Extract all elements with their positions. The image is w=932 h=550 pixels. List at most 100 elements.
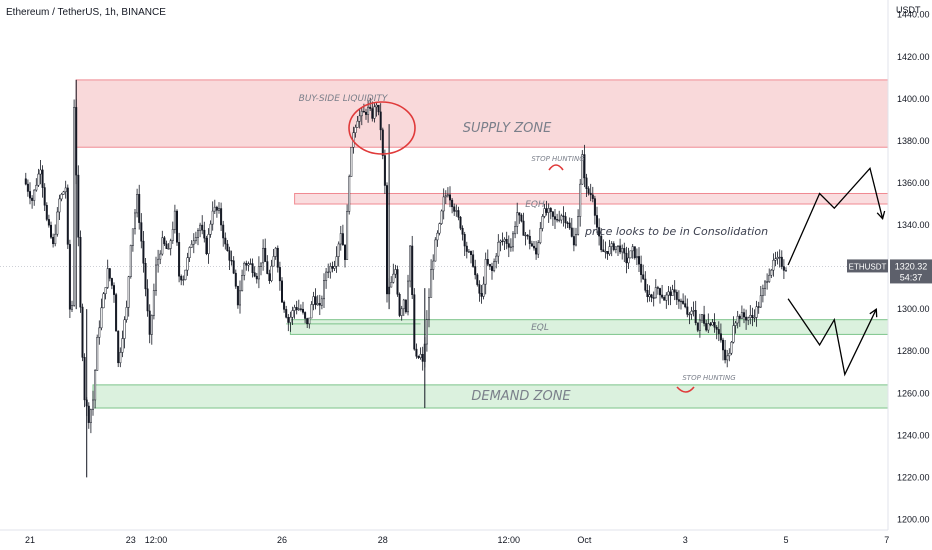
candle-body	[180, 275, 183, 281]
consolidation-note: price looks to be in Consolidation	[584, 225, 768, 238]
candle-body	[140, 222, 143, 242]
candle-body	[312, 296, 315, 305]
candle-body	[577, 216, 580, 235]
candle-body	[121, 338, 124, 353]
candle-body	[304, 312, 307, 319]
candle-body	[110, 278, 113, 286]
candle-body	[249, 263, 252, 265]
candle-body	[690, 310, 693, 315]
candle-body	[730, 341, 733, 354]
candle-body	[549, 208, 552, 212]
candle-body	[251, 263, 254, 273]
candle-body	[266, 261, 269, 274]
candle-body	[291, 310, 294, 318]
candle-body	[476, 274, 479, 285]
candle-body	[764, 281, 766, 289]
candle-body	[596, 215, 598, 228]
candle-body	[260, 262, 262, 267]
candle-body	[142, 240, 145, 264]
candle-body	[331, 266, 334, 269]
candle-body	[371, 108, 374, 119]
candle-body	[184, 269, 187, 280]
candle-body	[442, 196, 445, 212]
candle-body	[129, 245, 132, 277]
candle-body	[642, 274, 645, 280]
candle-body	[262, 247, 265, 264]
candle-body	[446, 194, 449, 197]
candle-body	[43, 187, 46, 206]
candle-body	[402, 299, 405, 310]
candle-body	[64, 187, 67, 193]
candle-body	[190, 243, 193, 248]
candle-body	[621, 248, 624, 253]
candle-body	[247, 263, 250, 266]
candle-body	[785, 270, 787, 272]
candle-body	[568, 222, 571, 229]
candle-body	[365, 111, 367, 115]
candle-body	[337, 243, 340, 257]
candle-body	[751, 315, 754, 318]
candle-body	[589, 192, 592, 196]
candle-body	[671, 289, 674, 296]
time-tick-label: 28	[378, 535, 388, 545]
candle-body	[593, 198, 596, 216]
candle-body	[60, 194, 63, 200]
candle-body	[724, 349, 727, 361]
candle-body	[761, 288, 764, 296]
candle-body	[125, 307, 128, 321]
bearish-arrow-head	[869, 307, 878, 318]
candle-body	[701, 314, 703, 321]
candle-body	[356, 120, 359, 128]
candle-body	[411, 245, 414, 295]
stop-hunting-bottom-label: STOP HUNTING	[682, 374, 736, 382]
candle-body	[644, 278, 647, 291]
currency-label: USDT	[896, 5, 921, 15]
candle-body	[152, 290, 155, 316]
candle-body	[717, 329, 720, 334]
candle-body	[146, 288, 149, 312]
candle-body	[211, 210, 214, 225]
candle-body	[564, 216, 567, 224]
candle-body	[512, 233, 514, 248]
candle-body	[497, 241, 500, 257]
candle-body	[581, 154, 584, 185]
candle-body	[161, 237, 164, 255]
candle-body	[165, 243, 168, 249]
candle-body	[255, 275, 258, 280]
candle-body	[493, 261, 496, 271]
candle-body	[554, 216, 556, 220]
time-tick-label: 12:00	[145, 535, 168, 545]
candle-body	[339, 233, 342, 245]
candle-body	[169, 240, 172, 249]
time-tick-label: 7	[884, 535, 889, 545]
candle-body	[218, 208, 220, 211]
candle-body	[375, 104, 378, 108]
candle-body	[318, 303, 321, 306]
candle-body	[157, 258, 160, 266]
candle-body	[409, 245, 412, 282]
candle-body	[656, 287, 659, 289]
candle-body	[362, 110, 365, 113]
candle-body	[243, 262, 246, 276]
candle-body	[629, 250, 632, 259]
candle-body	[451, 199, 454, 208]
candle-body	[440, 210, 443, 224]
candle-body	[299, 308, 302, 310]
candle-body	[541, 216, 544, 229]
candle-body	[283, 301, 286, 310]
candle-body	[404, 299, 407, 313]
price-badge-value: 1320.32	[895, 261, 928, 271]
candle-body	[663, 297, 666, 301]
candle-body	[722, 339, 724, 351]
candle-body	[726, 355, 729, 361]
candle-body	[562, 215, 565, 217]
candle-body	[297, 308, 300, 311]
candle-body	[677, 299, 680, 302]
candle-body	[26, 183, 29, 192]
candle-body	[176, 210, 178, 243]
candle-body	[707, 323, 710, 331]
candle-body	[419, 354, 422, 358]
candle-body	[659, 288, 661, 296]
candle-body	[719, 333, 722, 341]
